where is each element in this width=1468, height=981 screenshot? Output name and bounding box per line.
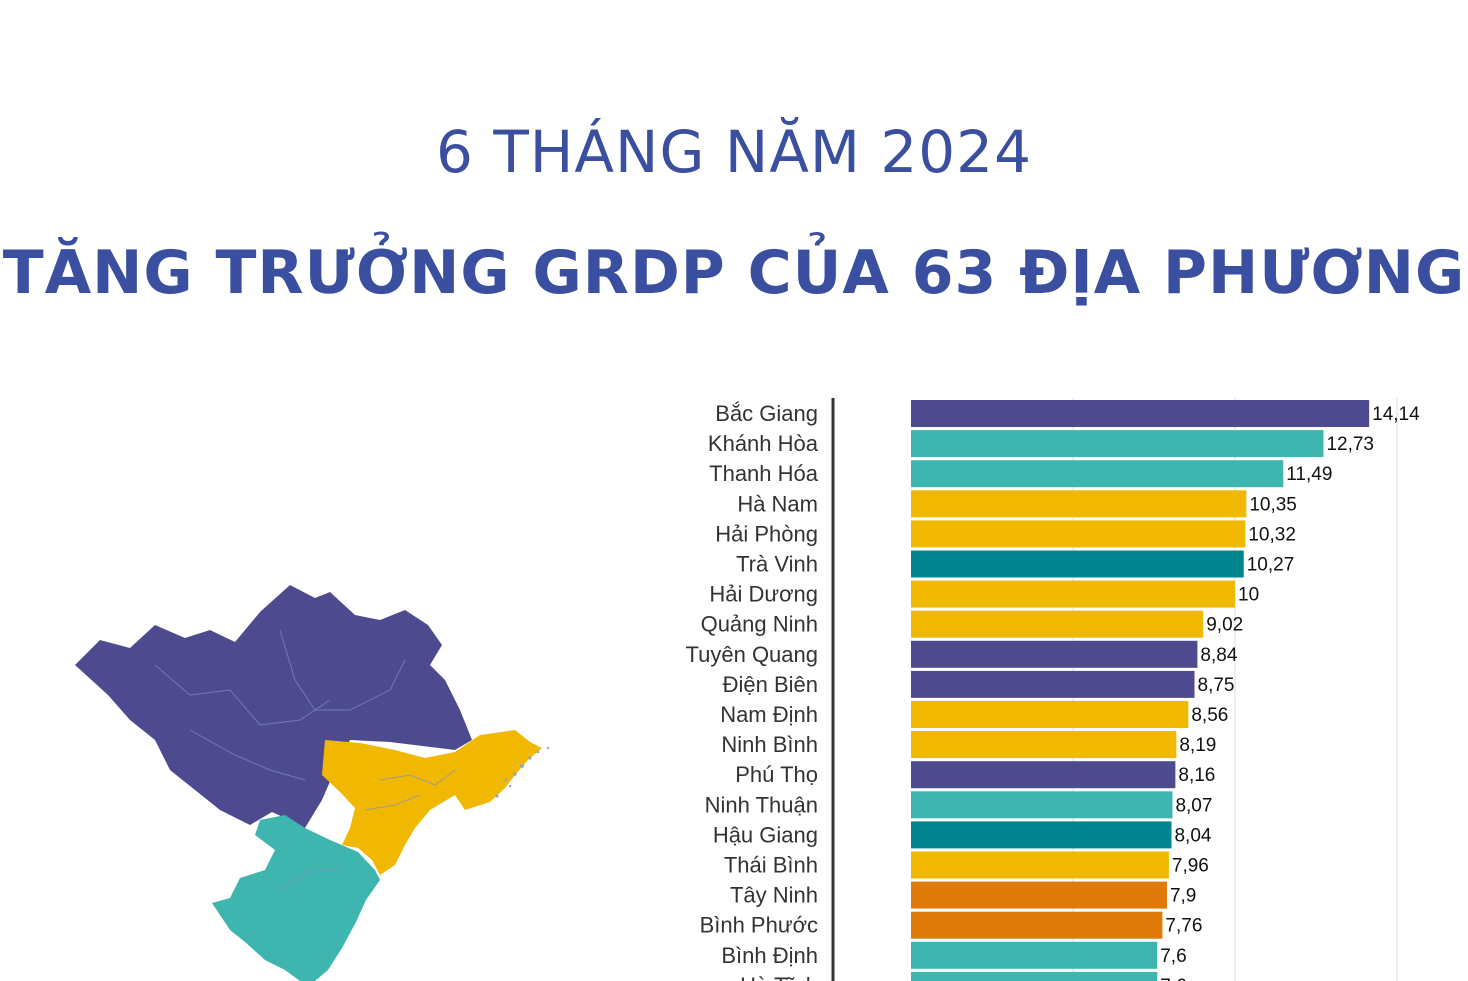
bar: [911, 490, 1247, 518]
bar: [911, 791, 1173, 819]
value-label: 10,35: [1249, 494, 1297, 515]
value-label: 14,14: [1372, 404, 1420, 425]
value-label: 8,84: [1200, 645, 1237, 666]
vietnam-map: [75, 585, 550, 981]
value-label: 7,76: [1165, 916, 1202, 937]
value-label: 11,49: [1286, 464, 1332, 485]
bar: [911, 670, 1195, 698]
value-label: 7,9: [1170, 886, 1196, 907]
value-label: 8,19: [1179, 735, 1216, 756]
bar: [911, 610, 1204, 638]
category-label: Hà Tĩnh: [740, 973, 818, 981]
category-label: Ninh Thuận: [705, 792, 818, 817]
value-label: 10,32: [1248, 524, 1296, 545]
bar: [911, 580, 1235, 608]
value-label: 8,04: [1174, 825, 1211, 846]
category-label: Điện Biên: [723, 672, 818, 697]
category-label: Tuyên Quang: [686, 642, 819, 667]
value-label: 10,27: [1247, 555, 1295, 576]
category-label: Hải Dương: [709, 582, 818, 607]
bars: Bắc Giang 14,14 Khánh Hòa 12,73 Thanh Hóa 11,…: [686, 400, 1420, 981]
map-region-red-river-delta: [322, 730, 542, 875]
category-label: Hậu Giang: [713, 822, 818, 847]
bar: [911, 821, 1172, 849]
category-label: Bắc Giang: [715, 401, 818, 426]
category-label: Ninh Bình: [721, 732, 818, 757]
page-title: TĂNG TRƯỞNG GRDP CỦA 63 ĐỊA PHƯƠNG: [2, 238, 1466, 308]
bar: [911, 460, 1284, 488]
bar: [911, 701, 1189, 728]
category-label: Hải Phòng: [715, 521, 818, 546]
value-label: 8,56: [1191, 705, 1228, 726]
bar: [911, 400, 1370, 427]
category-label: Hà Nam: [737, 491, 818, 516]
value-label: 7,6: [1160, 946, 1186, 967]
value-label: 8,75: [1198, 675, 1235, 696]
map-region-central: [212, 815, 380, 981]
value-label: 8,16: [1178, 765, 1215, 786]
category-label: Bình Phước: [700, 913, 818, 938]
category-label: Phú Thọ: [735, 762, 818, 787]
category-label: Thái Bình: [724, 853, 818, 878]
bar: [911, 520, 1246, 548]
map-region-northern-mountains: [75, 585, 472, 828]
bar: [911, 971, 1158, 981]
category-label: Tây Ninh: [730, 883, 818, 908]
bar: [911, 941, 1158, 969]
bar: [911, 881, 1167, 909]
bar: [911, 550, 1244, 578]
bar: [911, 731, 1177, 759]
bar: [911, 761, 1176, 789]
value-label: 10: [1238, 585, 1259, 606]
value-label: 9,02: [1206, 615, 1243, 636]
page-subtitle: 6 THÁNG NĂM 2024: [436, 118, 1032, 186]
category-label: Nam Định: [720, 702, 818, 727]
category-label: Trà Vinh: [736, 552, 818, 577]
bar: [911, 851, 1169, 879]
category-label: Quảng Ninh: [701, 612, 818, 637]
value-label: 8,07: [1175, 795, 1212, 816]
category-label: Thanh Hóa: [709, 461, 819, 486]
value-label: 7,96: [1172, 856, 1209, 877]
bar: [911, 911, 1163, 939]
category-label: Khánh Hòa: [708, 431, 819, 456]
bar: [911, 640, 1198, 668]
bar: [911, 430, 1324, 458]
value-label: 7,6: [1160, 976, 1186, 981]
category-label: Bình Định: [721, 943, 818, 968]
value-label: 12,73: [1326, 434, 1374, 455]
